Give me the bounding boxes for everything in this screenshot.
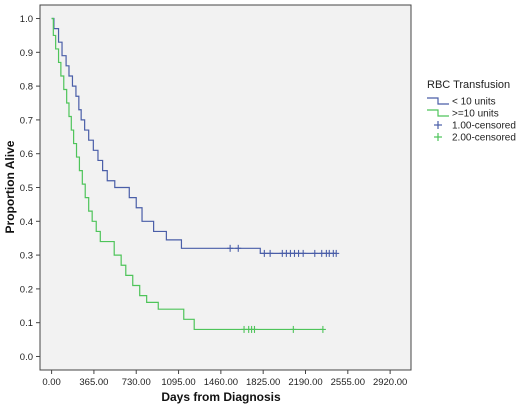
legend-entry-label: >=10 units [452, 109, 499, 120]
plot-area [39, 4, 412, 371]
censor-mark-lt10-units [235, 244, 242, 252]
y-tick-label: 0.7 [20, 115, 33, 126]
y-tick-label: 1.0 [20, 14, 33, 25]
censor-layer [227, 244, 340, 333]
legend: RBC Transfusion < 10 units>=10 units1.00… [427, 79, 516, 144]
legend-entry-label: 2.00-censored [452, 133, 516, 144]
censor-mark-lt10-units [300, 249, 307, 257]
y-tick-label: 0.1 [20, 318, 33, 329]
x-tick-label: 1460.00 [204, 377, 238, 388]
x-tick-label: 1825.00 [246, 377, 280, 388]
x-tick-label: 730.00 [122, 377, 151, 388]
legend-line-swatch [427, 109, 449, 117]
censor-mark-lt10-units [333, 249, 340, 257]
y-tick-label: 0.3 [20, 251, 33, 262]
x-tick-label: 2920.00 [373, 377, 407, 388]
x-tick-label: 2555.00 [331, 377, 365, 388]
survival-curve-ge10-units [51, 17, 323, 331]
x-tick-label: 365.00 [79, 377, 108, 388]
x-tick-label: 0.00 [42, 377, 61, 388]
y-tick-label: 0.4 [20, 217, 33, 228]
series-layer [51, 17, 337, 331]
legend-entry-label: < 10 units [452, 97, 496, 108]
censor-mark-lt10-units [227, 244, 234, 252]
y-tick-label: 0.8 [20, 82, 33, 93]
axis-ticks: 0.0 0.1 0.2 0.3 0.4 0.5 0.6 0.7 0.8 0.9 1.0 0.00 365… [20, 14, 408, 388]
x-axis-title: Days from Diagnosis [161, 390, 281, 404]
y-tick-label: 0.9 [20, 48, 33, 59]
censor-mark-ge10-units [319, 325, 326, 333]
y-tick-label: 0.6 [20, 149, 33, 160]
censor-mark-ge10-units [290, 325, 297, 333]
y-tick-label: 0.2 [20, 284, 33, 295]
legend-title: RBC Transfusion [427, 79, 510, 91]
y-tick-label: 0.0 [20, 352, 33, 363]
y-tick-label: 0.5 [20, 183, 33, 194]
y-axis-title: Proportion Alive [3, 140, 17, 233]
legend-items: < 10 units>=10 units1.00-censored2.00-ce… [427, 97, 516, 144]
x-tick-label: 1095.00 [161, 377, 195, 388]
censor-mark-ge10-units [251, 325, 258, 333]
legend-line-swatch [427, 97, 449, 105]
censor-mark-lt10-units [311, 249, 318, 257]
censor-mark-lt10-units [267, 249, 274, 257]
censor-mark-lt10-units [261, 249, 268, 257]
x-tick-label: 2190.00 [288, 377, 322, 388]
legend-entry-label: 1.00-censored [452, 121, 516, 132]
survival-curve-lt10-units [51, 17, 337, 254]
